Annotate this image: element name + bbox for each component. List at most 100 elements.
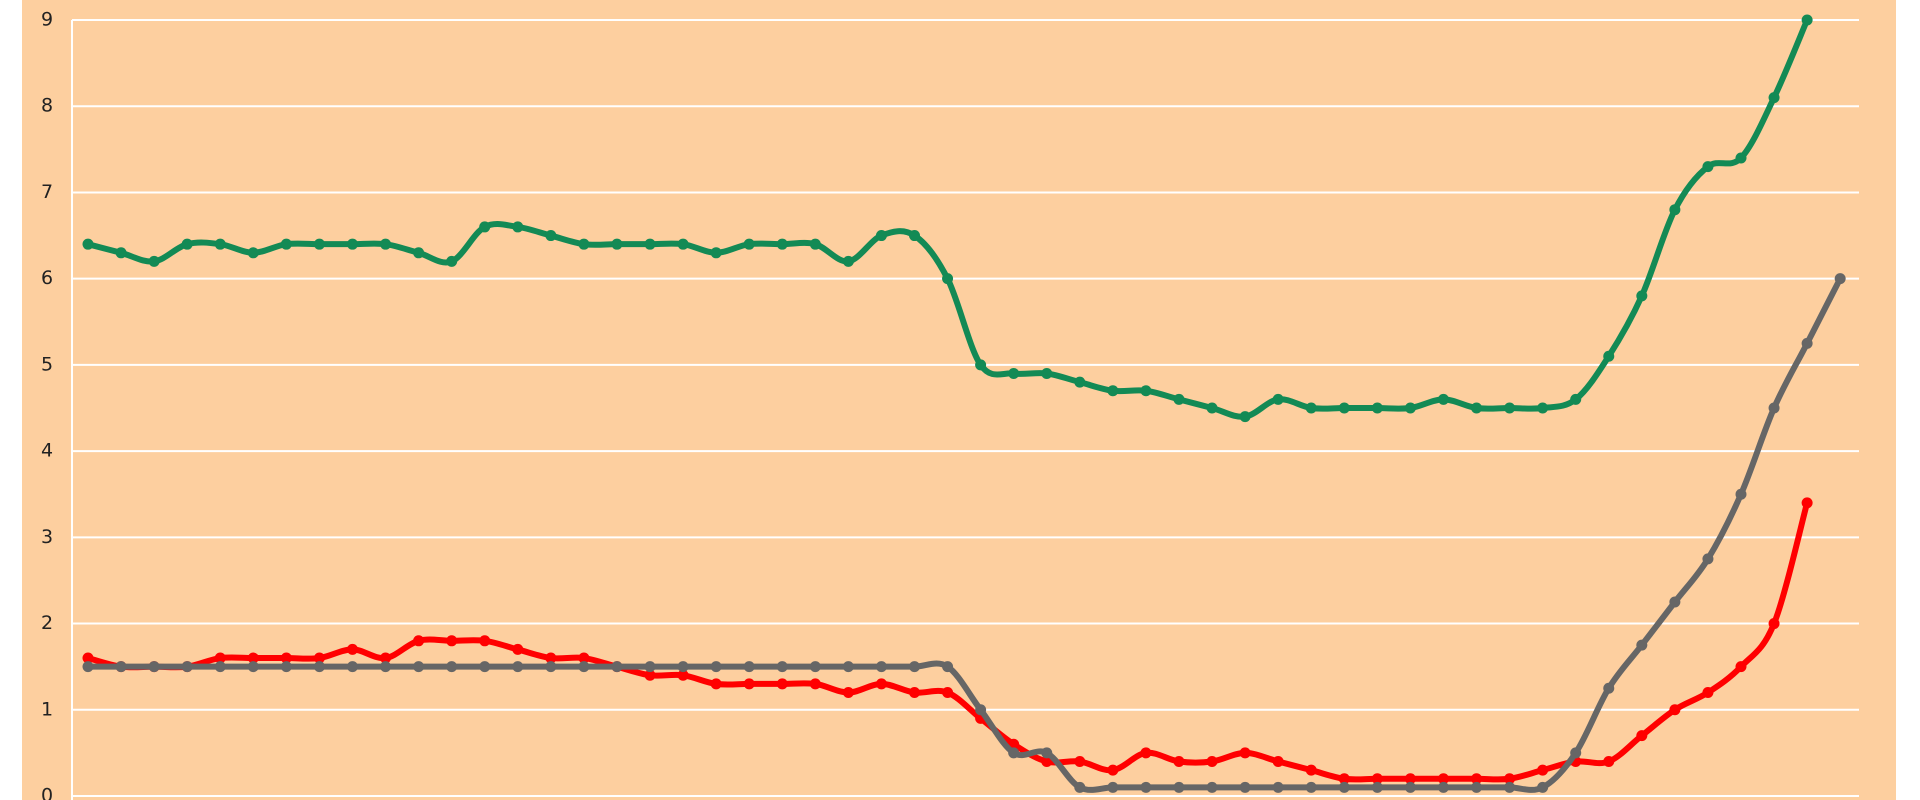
data-point [776, 678, 788, 690]
data-point [280, 238, 292, 250]
data-point [1272, 393, 1284, 405]
y-tick-label: 6 [41, 267, 53, 289]
data-point [1603, 350, 1615, 362]
data-point [247, 652, 259, 664]
y-tick-label: 9 [41, 9, 53, 31]
data-point [1504, 402, 1516, 414]
data-point [181, 661, 193, 673]
data-point [842, 661, 854, 673]
y-tick-label: 7 [41, 181, 53, 203]
data-point [1768, 92, 1780, 104]
data-point [1305, 764, 1317, 776]
data-point [710, 678, 722, 690]
data-point [1074, 756, 1086, 768]
data-point [909, 661, 920, 673]
data-point [1735, 661, 1747, 673]
data-point [710, 247, 722, 259]
data-point [1702, 687, 1714, 699]
data-point [1735, 152, 1747, 164]
data-point [1173, 756, 1185, 768]
data-point [942, 273, 954, 285]
data-point [413, 635, 425, 647]
data-point [214, 661, 226, 673]
data-point [545, 652, 557, 664]
data-point [1570, 747, 1582, 759]
data-point [346, 643, 358, 655]
data-point [1801, 497, 1813, 509]
data-point [413, 247, 425, 259]
data-point [1074, 376, 1086, 388]
data-point [1471, 781, 1483, 793]
data-point [1471, 773, 1483, 785]
data-point [115, 247, 127, 259]
data-point [247, 661, 259, 673]
data-point [346, 238, 358, 250]
data-point [1140, 385, 1152, 397]
data-point [809, 238, 821, 250]
data-point [1107, 385, 1119, 397]
data-point [875, 230, 887, 242]
data-point [1570, 393, 1582, 405]
data-point [1206, 781, 1218, 793]
data-point [148, 661, 160, 673]
data-point [1669, 204, 1681, 216]
data-point [512, 221, 524, 233]
data-point [677, 669, 689, 681]
data-point [479, 221, 491, 233]
data-point [1636, 730, 1648, 742]
data-point [1173, 781, 1185, 793]
data-point [1437, 773, 1449, 785]
data-point [644, 669, 656, 681]
data-point [1173, 393, 1185, 405]
data-point [479, 635, 491, 647]
data-point [313, 238, 325, 250]
data-point [512, 661, 524, 673]
data-point [809, 678, 821, 690]
data-point [1603, 682, 1615, 694]
data-point [611, 661, 623, 673]
data-point [677, 238, 689, 250]
data-point [842, 255, 854, 267]
data-point [1008, 368, 1020, 380]
data-point [1669, 596, 1681, 608]
data-point [1504, 781, 1516, 793]
data-point [1371, 402, 1383, 414]
data-point [1537, 764, 1549, 776]
data-point [1305, 781, 1317, 793]
data-point [247, 247, 259, 259]
data-point [1537, 781, 1549, 793]
data-point [1636, 290, 1648, 302]
data-point [545, 230, 557, 242]
data-point [1702, 553, 1714, 565]
data-point [1206, 402, 1218, 414]
data-point [446, 635, 458, 647]
data-point [1305, 402, 1317, 414]
y-tick-label: 3 [41, 526, 53, 548]
data-point [181, 238, 193, 250]
data-point [743, 678, 755, 690]
data-point [214, 652, 226, 664]
data-point [1404, 773, 1416, 785]
data-point [1504, 773, 1516, 785]
data-point [1074, 781, 1086, 793]
data-point [909, 687, 920, 699]
data-point [280, 652, 292, 664]
y-tick-label: 1 [41, 698, 53, 720]
data-point [1140, 781, 1152, 793]
data-point [644, 238, 656, 250]
data-point [446, 255, 458, 267]
data-point [809, 661, 821, 673]
data-point [1768, 402, 1780, 414]
data-point [1338, 402, 1350, 414]
data-point [1107, 781, 1119, 793]
data-point [1768, 618, 1780, 630]
data-point [975, 704, 987, 716]
data-point [743, 238, 755, 250]
data-point [1140, 747, 1152, 759]
data-point [1272, 756, 1284, 768]
data-point [1107, 764, 1119, 776]
data-point [578, 238, 590, 250]
data-point [512, 643, 524, 655]
data-point [1041, 756, 1053, 768]
